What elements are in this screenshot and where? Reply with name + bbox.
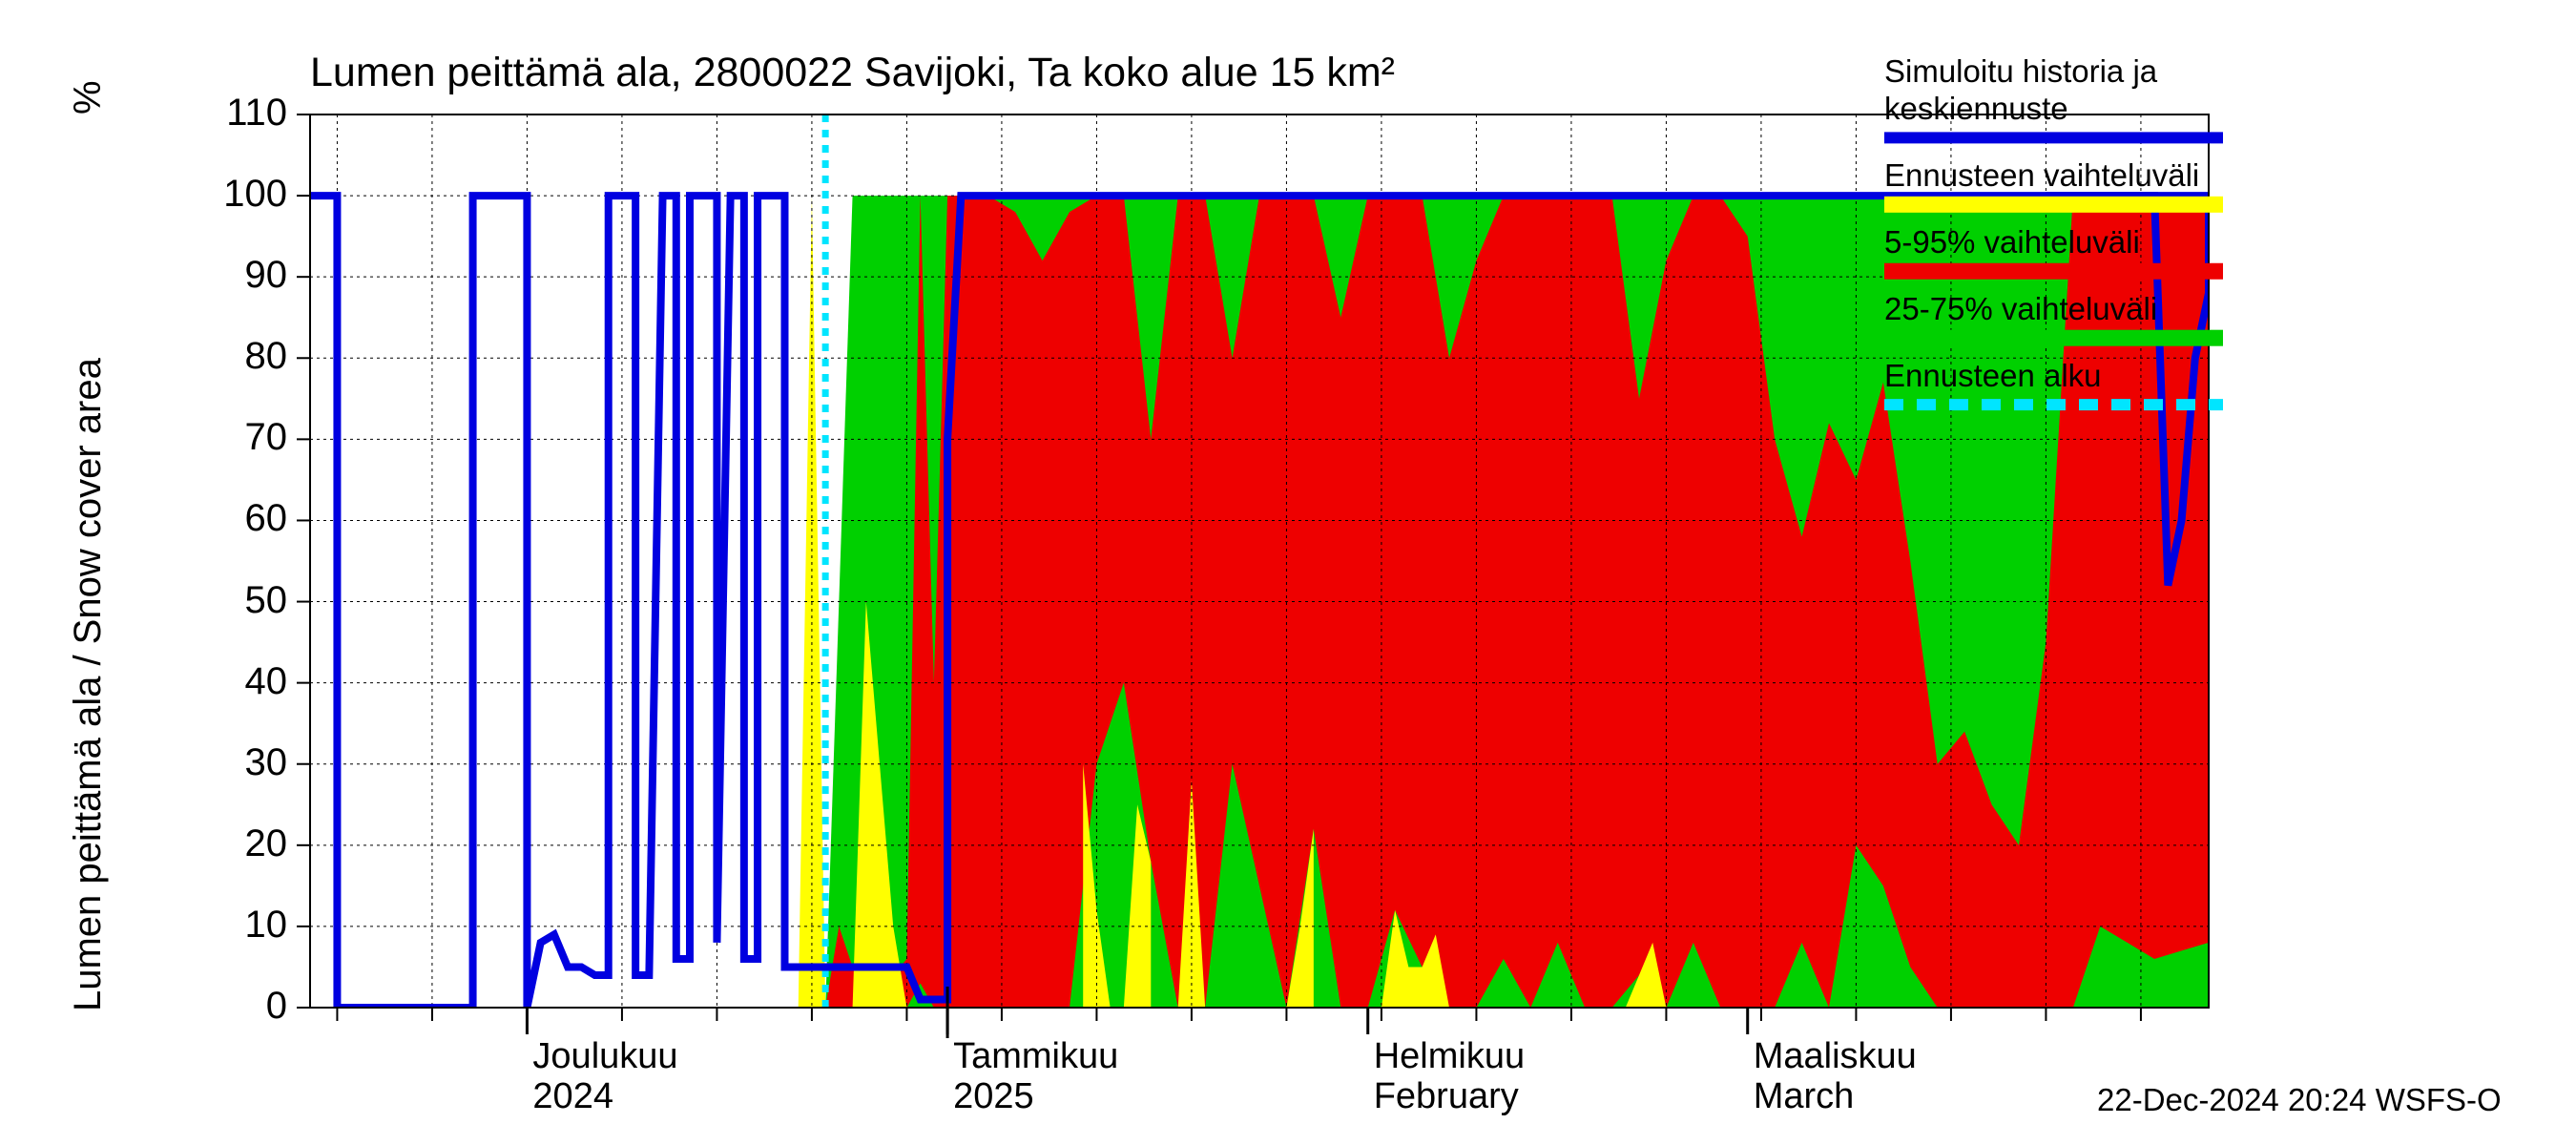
y-tick: 30: [245, 741, 288, 784]
legend-item-label: Ennusteen alku: [1884, 358, 2102, 394]
legend-item-label: Simuloitu historia ja: [1884, 53, 2157, 90]
x-month-sublabel: February: [1374, 1076, 1519, 1117]
y-tick: 20: [245, 822, 288, 865]
y-tick: 40: [245, 660, 288, 703]
y-tick: 110: [226, 92, 287, 135]
y-tick: 80: [245, 335, 288, 378]
y-tick: 90: [245, 254, 288, 297]
x-month-label: Helmikuu: [1374, 1036, 1525, 1077]
x-month-sublabel: 2024: [532, 1076, 613, 1117]
footer-timestamp: 22-Dec-2024 20:24 WSFS-O: [2097, 1082, 2502, 1118]
y-tick: 10: [245, 904, 288, 947]
legend-item-label: Ennusteen vaihteluväli: [1884, 157, 2199, 194]
y-tick: 0: [266, 985, 287, 1028]
chart-figure: Lumen peittämä ala, 2800022 Savijoki, Ta…: [0, 0, 2576, 1145]
legend-item-label: 5-95% vaihteluväli: [1884, 224, 2140, 260]
legend-item-label: 25-75% vaihteluväli: [1884, 291, 2157, 327]
y-tick: 50: [245, 579, 288, 622]
x-month-label: Maaliskuu: [1754, 1036, 1917, 1077]
legend-item-label: keskiennuste: [1884, 91, 2068, 127]
x-month-sublabel: 2025: [953, 1076, 1034, 1117]
x-month-sublabel: March: [1754, 1076, 1855, 1117]
y-tick: 70: [245, 416, 288, 459]
x-month-label: Tammikuu: [953, 1036, 1118, 1077]
x-month-label: Joulukuu: [532, 1036, 677, 1077]
y-tick: 100: [223, 173, 287, 216]
y-tick: 60: [245, 497, 288, 540]
